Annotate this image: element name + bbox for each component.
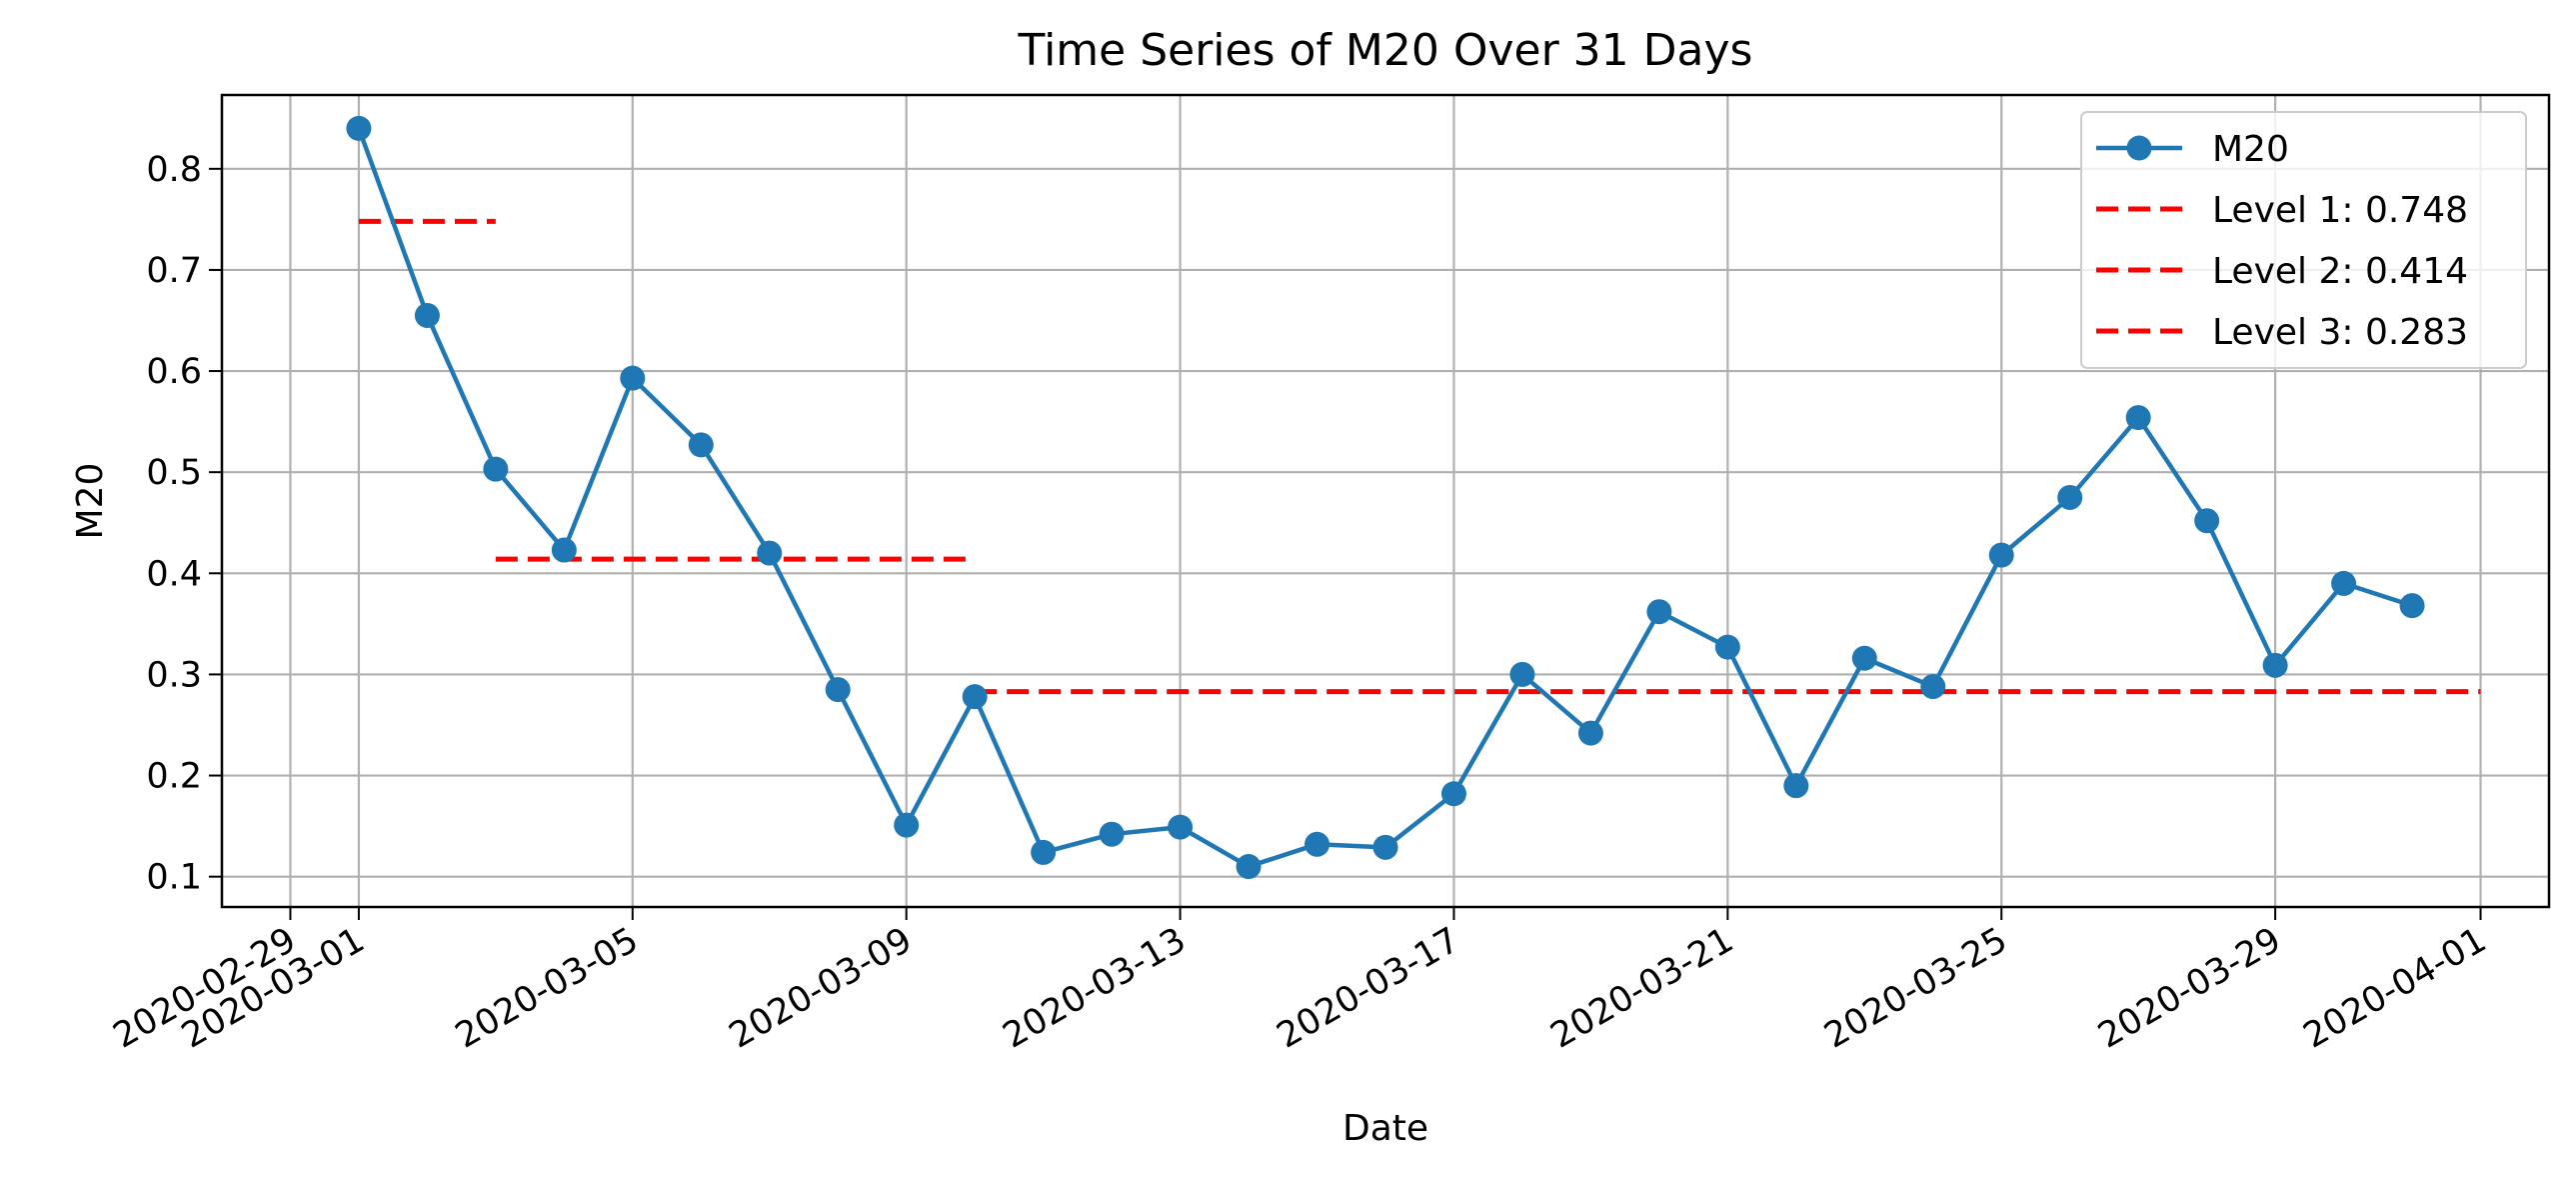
legend-label: Level 2: 0.414 [2212,251,2468,292]
y-tick-label: 0.7 [146,251,202,291]
y-axis-label: M20 [70,463,111,540]
data-point [1304,831,1330,857]
y-tick-label: 0.5 [146,453,202,493]
y-tick-label: 0.6 [146,352,202,392]
data-point [757,540,783,566]
data-point [1714,634,1740,660]
chart-title: Time Series of M20 Over 31 Days [1018,25,1753,76]
data-point [2399,593,2425,619]
legend: M20 Level 1: 0.748 Level 2: 0.414 Level 3: … [2080,111,2527,369]
data-point [2125,405,2151,431]
data-point [1099,821,1125,847]
legend-label: Level 3: 0.283 [2212,312,2468,353]
data-point [894,812,920,838]
data-point [962,684,988,710]
data-point [551,537,577,563]
data-point [414,302,440,328]
plot-frame [220,93,2551,909]
data-point [1783,773,1809,799]
data-point [2331,570,2357,596]
data-point [620,365,646,391]
data-point [1509,661,1535,687]
data-point [1031,839,1057,865]
x-axis-label: Date [1342,1108,1428,1149]
data-point [1168,814,1194,840]
level-lines [358,218,2481,695]
y-axis-ticks: 0.1 0.2 0.3 0.4 0.5 0.6 0.7 0.8 [146,150,222,898]
data-point [1236,854,1262,880]
y-tick-label: 0.3 [146,655,202,695]
data-point [2194,508,2220,534]
data-point [688,432,714,458]
y-tick-label: 0.1 [146,858,202,898]
y-tick-label: 0.2 [146,757,202,797]
y-tick-label: 0.8 [146,150,202,190]
data-point [1851,645,1877,671]
data-point [825,677,851,703]
legend-label: Level 1: 0.748 [2212,190,2468,231]
legend-box [2080,111,2527,369]
data-point [1440,781,1466,807]
data-point [2262,652,2288,678]
data-point [346,115,372,141]
legend-series-marker [2126,135,2152,161]
series-layer [346,115,2425,880]
data-point [1646,599,1672,625]
data-point [1920,674,1946,700]
data-point [483,456,509,482]
data-point [1372,834,1398,860]
data-point [2057,484,2083,510]
y-tick-label: 0.4 [146,554,202,594]
legend-label: M20 [2212,129,2289,170]
data-point [1988,542,2014,568]
data-point [1577,720,1603,746]
